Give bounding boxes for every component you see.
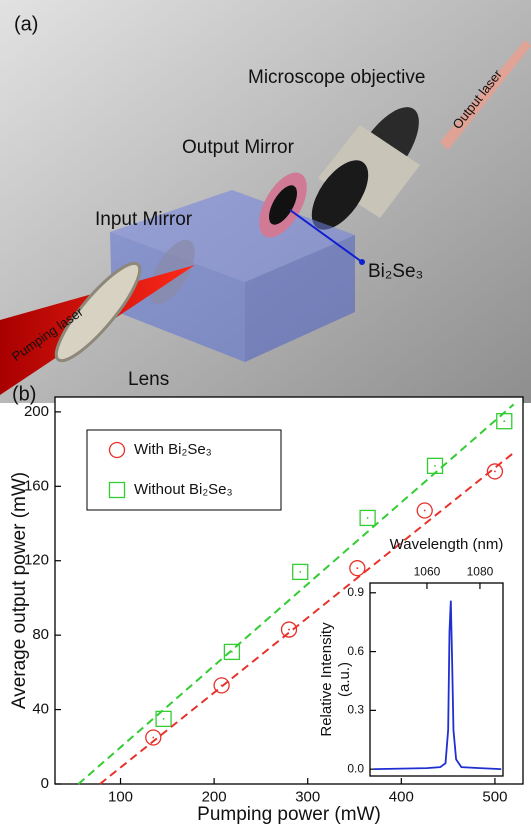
page: {"panel_a": {"label": "(a)", "texts": {"… bbox=[0, 0, 531, 831]
y-tick-label: 40 bbox=[32, 701, 49, 718]
label: Lens bbox=[128, 369, 169, 390]
marker-center bbox=[434, 465, 436, 467]
x-axis-label: Wavelength (nm) bbox=[390, 536, 504, 553]
marker-center bbox=[163, 718, 165, 720]
marker-center bbox=[299, 571, 301, 573]
label: Microscope objective bbox=[248, 67, 425, 88]
y-axis-label: Relative Intensity bbox=[318, 622, 335, 737]
y-tick-label: 0.0 bbox=[347, 761, 364, 775]
y-axis-label: (a.u.) bbox=[336, 662, 353, 697]
figure: (a) Microscope objective Output laser Ou… bbox=[0, 0, 531, 831]
pointer-dot bbox=[359, 259, 365, 265]
legend-label: With Bi₂Se₃ bbox=[134, 441, 212, 458]
y-tick-label: 0.6 bbox=[347, 644, 364, 658]
x-tick-label: 1080 bbox=[467, 564, 494, 578]
label: Bi₂Se₃ bbox=[368, 261, 423, 282]
marker-center bbox=[367, 517, 369, 519]
x-tick-label: 300 bbox=[295, 788, 320, 805]
marker-center bbox=[356, 567, 358, 569]
x-tick-label: 1060 bbox=[414, 564, 441, 578]
panel-label: (a) bbox=[14, 13, 38, 35]
marker-center bbox=[424, 510, 426, 512]
marker-center bbox=[288, 629, 290, 631]
x-tick-label: 100 bbox=[108, 788, 133, 805]
label: Output Mirror bbox=[182, 137, 295, 158]
x-tick-label: 500 bbox=[482, 788, 507, 805]
y-axis-label: Average output power (mW) bbox=[9, 472, 30, 709]
marker-center bbox=[503, 420, 505, 422]
legend-label: Without Bi₂Se₃ bbox=[134, 481, 233, 498]
marker-center bbox=[152, 737, 154, 739]
marker-center bbox=[494, 471, 496, 473]
label: Input Mirror bbox=[95, 209, 193, 230]
x-tick-label: 200 bbox=[202, 788, 227, 805]
y-tick-label: 200 bbox=[24, 403, 49, 420]
x-axis-label: Pumping power (mW) bbox=[197, 804, 381, 825]
y-tick-label: 0.9 bbox=[347, 585, 364, 599]
y-tick-label: 0.3 bbox=[347, 703, 364, 717]
x-tick-label: 400 bbox=[389, 788, 414, 805]
schematic: (a) Microscope objective Output laser Ou… bbox=[0, 0, 531, 403]
y-tick-label: 80 bbox=[32, 626, 49, 643]
plot-frame bbox=[370, 583, 503, 776]
y-tick-label: 0 bbox=[41, 775, 49, 792]
